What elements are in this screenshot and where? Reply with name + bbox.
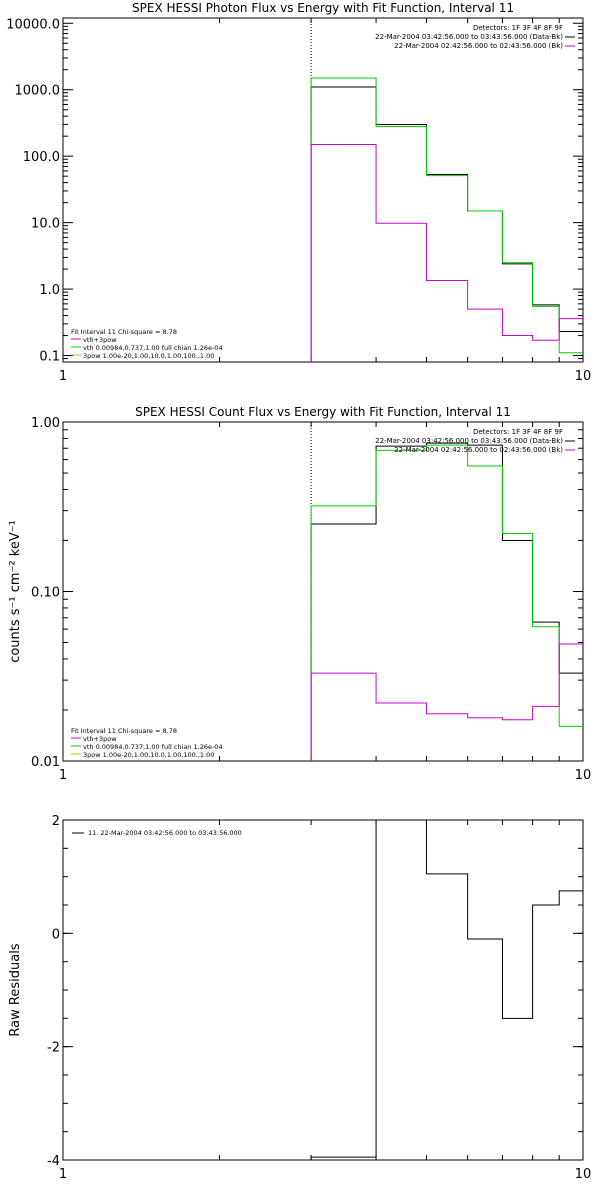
y-tick-label: 1.00: [31, 416, 60, 431]
plot-frame: [62, 17, 584, 363]
x-tick-label: 1: [59, 1167, 67, 1182]
y-tick-label: 0.10: [31, 586, 60, 601]
info-text: 22-Mar-2004 02:42:56.000 to 02:43:56.000…: [394, 42, 563, 50]
y-tick-label: -2: [47, 1041, 60, 1056]
chart-title: SPEX HESSI Photon Flux vs Energy with Fi…: [132, 1, 514, 15]
y-tick-label: 100.0: [23, 150, 60, 165]
y-tick-label: 10000.0: [6, 17, 60, 32]
x-tick-label: 1: [59, 369, 67, 384]
y-tick-label: 2: [52, 814, 60, 829]
info-text: Detectors: 1F 3F 4F 8F 9F: [473, 428, 563, 436]
x-tick-label: 10: [575, 369, 592, 384]
legend-entry: 11. 22-Mar-2004 03:42:56.000 to 03:43:56…: [88, 829, 242, 837]
legend-entry: vth 0.00984,0.737,1.00 full chian 1.26e-…: [83, 344, 223, 352]
y-tick-label: 0: [52, 927, 60, 942]
info-text: 22-Mar-2004 02:42:56.000 to 02:43:56.000…: [394, 446, 563, 454]
y-tick-label: 10.0: [31, 217, 60, 232]
plot-frame: [62, 819, 584, 1161]
legend-entry: vth+3pow: [83, 336, 117, 344]
y-tick-label: 0.1: [39, 350, 60, 365]
chart-title: SPEX HESSI Count Flux vs Energy with Fit…: [135, 405, 511, 419]
legend-entry: vth 0.00984,0.737,1.00 full chian 1.26e-…: [83, 743, 223, 751]
x-tick-label: 1: [59, 768, 67, 783]
info-text: 22-Mar-2004 03:42:56.000 to 03:43:56.000…: [375, 437, 563, 445]
histogram-series: [310, 643, 583, 761]
x-tick-label: 10: [575, 768, 592, 783]
y-tick-label: 0.01: [31, 755, 60, 770]
plot-frame: [62, 421, 584, 762]
info-text: Detectors: 1F 3F 4F 8F 9F: [473, 24, 563, 32]
y-tick-label: 1000.0: [15, 84, 61, 99]
y-axis-label: Raw Residuals: [8, 943, 23, 1036]
legend-entry: 3pow 1.00e-20,1.00,10.0,1.00,100.,1.00: [83, 751, 214, 759]
legend-entry: Fit Interval 11 Chi-square = 8.78: [71, 328, 177, 336]
histogram-series: [310, 143, 583, 362]
x-tick-label: 10: [575, 1167, 592, 1182]
info-text: 22-Mar-2004 03:42:56.000 to 03:43:56.000…: [375, 33, 563, 41]
y-tick-label: 1.0: [39, 283, 60, 298]
legend-entry: Fit Interval 11 Chi-square = 8.78: [71, 727, 177, 735]
histogram-series: [310, 819, 583, 1160]
y-axis-label: counts s⁻¹ cm⁻² keV⁻¹: [8, 520, 23, 663]
legend-entry: 3pow 1.00e-20,1.00,10.0,1.00,100.,1.00: [83, 352, 214, 360]
y-tick-label: -4: [47, 1154, 60, 1169]
legend-entry: vth+3pow: [83, 735, 117, 743]
histogram-series: [310, 86, 583, 362]
histogram-series: [310, 444, 583, 761]
histogram-series: [310, 77, 583, 362]
